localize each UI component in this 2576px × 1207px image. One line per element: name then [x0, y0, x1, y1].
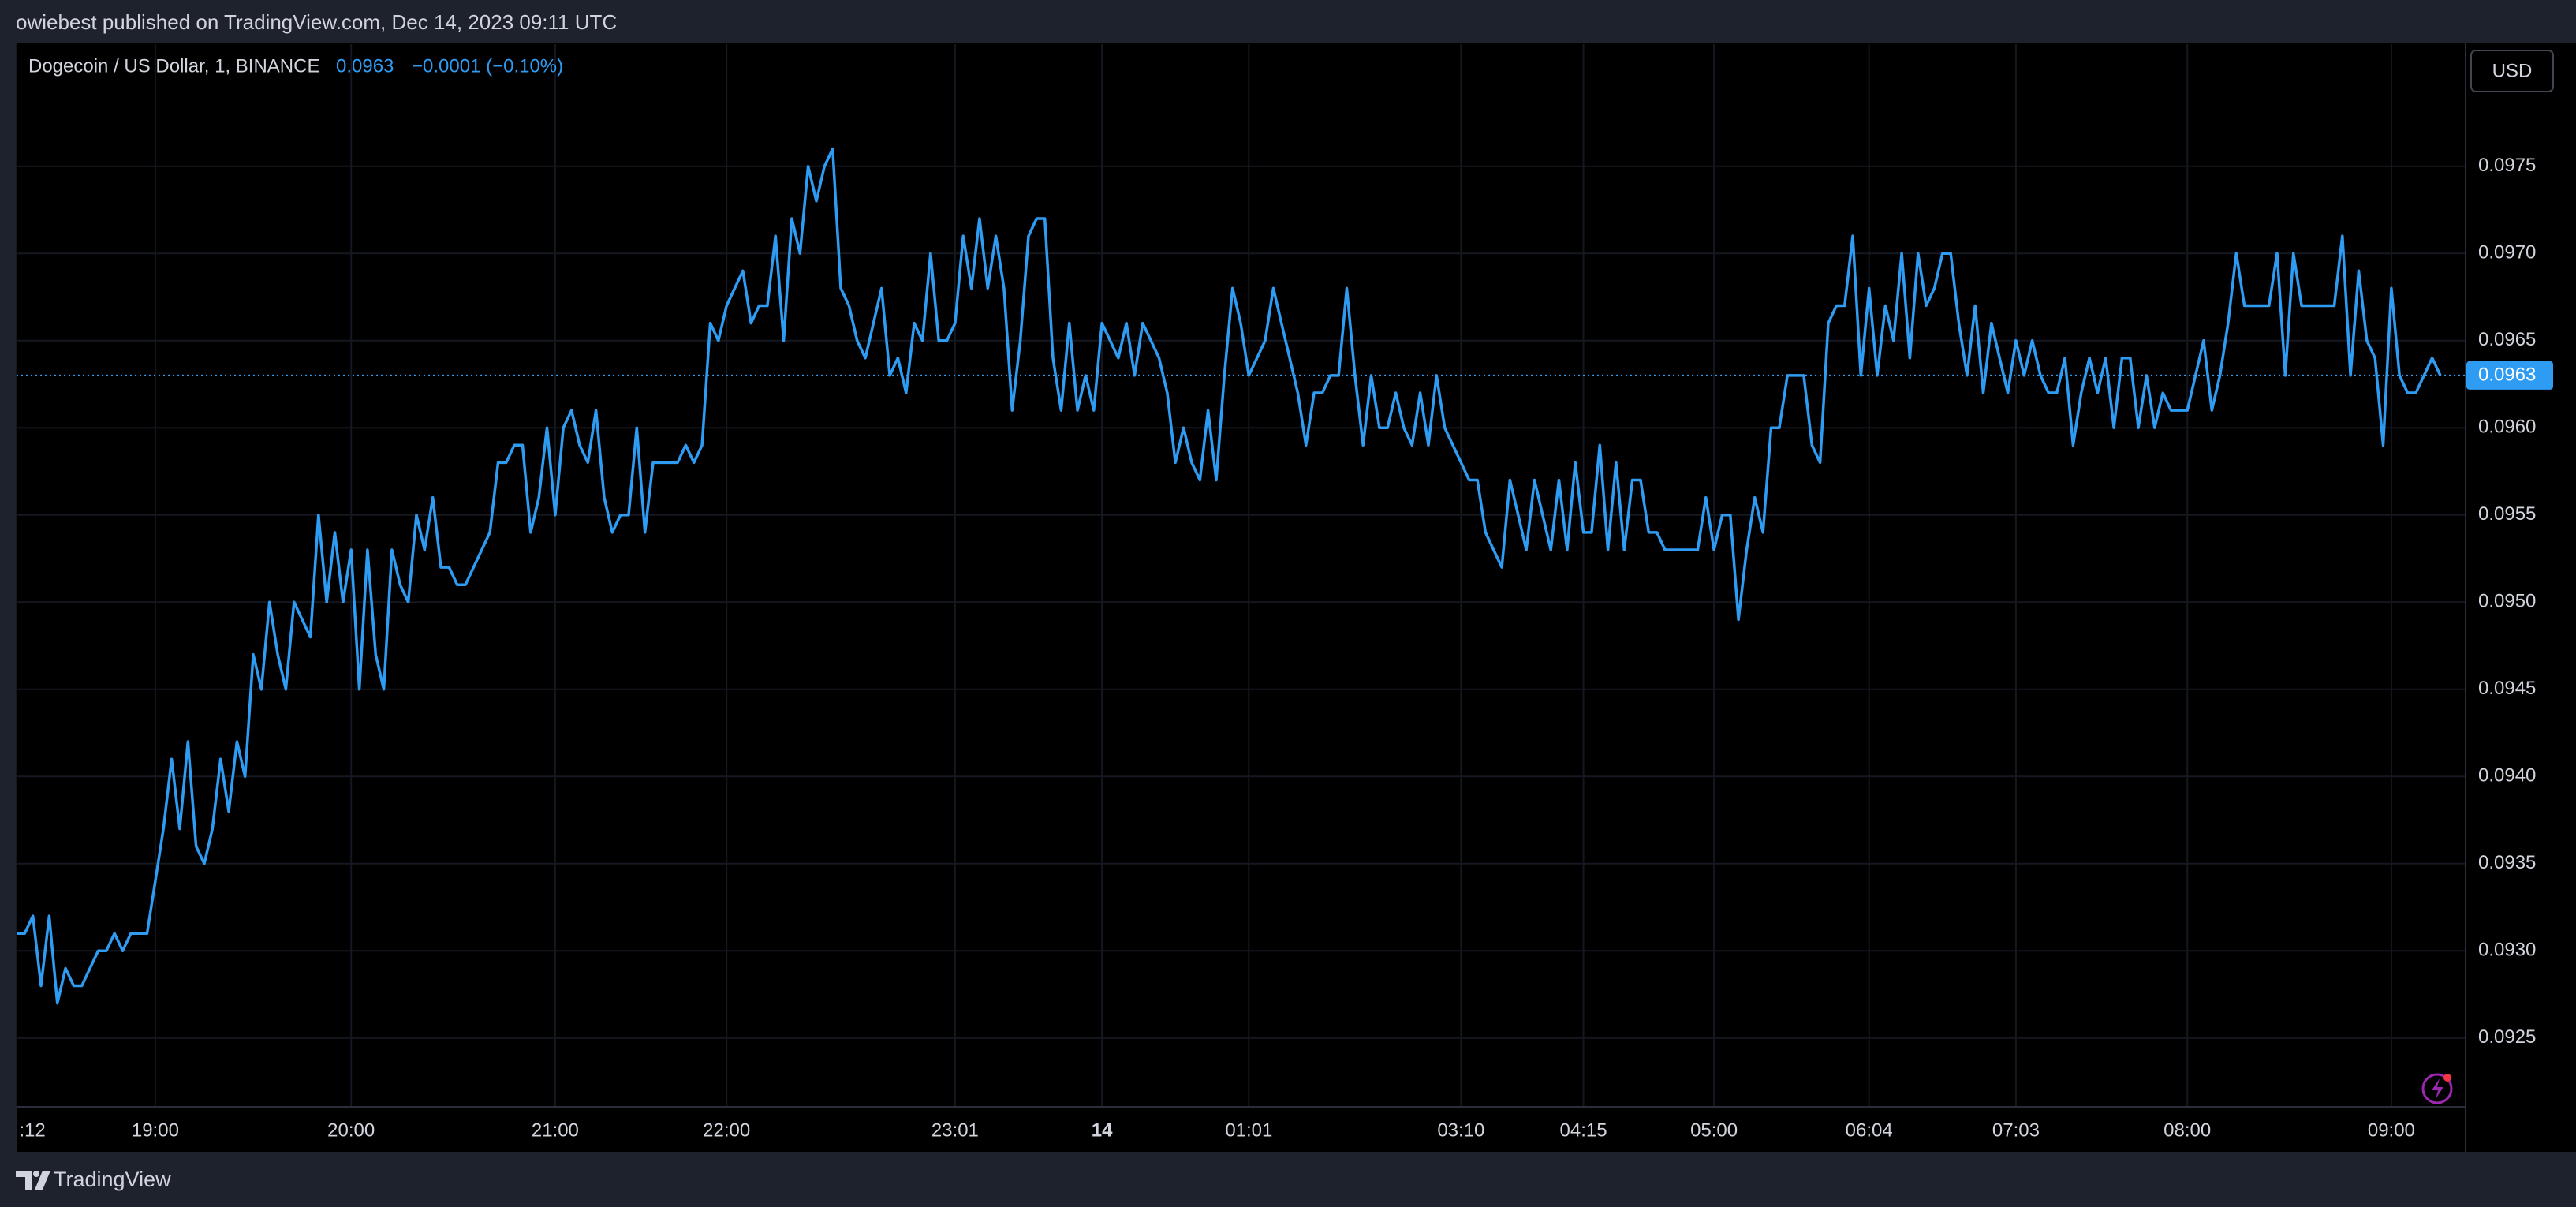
y-tick-label: 0.0955: [2478, 503, 2536, 525]
legend-price: 0.0963: [336, 55, 394, 77]
logo-mark: [16, 1171, 50, 1190]
y-tick-label: 0.0950: [2478, 591, 2536, 612]
time-axis-border: [17, 1106, 2465, 1108]
x-tick-label: 20:00: [327, 1119, 375, 1141]
brand-name: TradingView: [54, 1168, 171, 1191]
x-tick-label: 01:01: [1225, 1119, 1272, 1141]
y-tick-label: 0.0940: [2478, 765, 2536, 787]
x-tick-label: 23:01: [931, 1119, 979, 1141]
x-tick-label: 22:00: [703, 1119, 750, 1141]
top-bar: [0, 0, 2576, 43]
x-tick-label: 08:00: [2163, 1119, 2211, 1141]
x-tick-label: 14: [1092, 1119, 1113, 1141]
y-tick-label: 0.0935: [2478, 852, 2536, 873]
left-border: [0, 43, 17, 1152]
y-tick-label: 0.0975: [2478, 155, 2536, 176]
x-tick-label: 04:15: [1560, 1119, 1607, 1141]
y-tick-label: 0.0965: [2478, 329, 2536, 350]
grid: [16, 44, 2465, 1106]
chart-area: [0, 43, 2576, 1152]
x-tick-label: 19:00: [132, 1119, 179, 1141]
currency-label: USD: [2492, 60, 2533, 81]
y-tick-label: 0.0930: [2478, 940, 2536, 961]
y-tick-label: 0.0945: [2478, 678, 2536, 699]
x-tick-label: 07:03: [1992, 1119, 2040, 1141]
bottom-bar: [0, 1152, 2576, 1207]
x-tick-label: 05:00: [1690, 1119, 1738, 1141]
brand-logo: [16, 1171, 50, 1190]
x-tick-label: 06:04: [1846, 1119, 1893, 1141]
x-tick-label: 09:00: [2368, 1119, 2415, 1141]
y-tick-label: 0.0960: [2478, 417, 2536, 438]
x-tick-label: :12: [19, 1119, 45, 1141]
legend-change: −0.0001 (−0.10%): [412, 55, 563, 77]
icon-ring: [2421, 1073, 2453, 1104]
last-price-label: 0.0963: [2478, 364, 2536, 385]
icon-dot: [2443, 1074, 2451, 1082]
y-tick-label: 0.0925: [2478, 1026, 2536, 1048]
price-line: [17, 147, 2442, 1005]
icon-bolt: [2432, 1078, 2443, 1099]
symbol-title: Dogecoin / US Dollar, 1, BINANCE: [28, 55, 319, 77]
publish-info: owiebest published on TradingView.com, D…: [16, 10, 617, 34]
replay-icon[interactable]: [2421, 1073, 2453, 1104]
x-tick-label: 21:00: [532, 1119, 579, 1141]
currency-button[interactable]: [2470, 50, 2554, 92]
y-tick-label: 0.0970: [2478, 242, 2536, 263]
x-tick-label: 03:10: [1437, 1119, 1484, 1141]
price-axis-border: [2465, 43, 2466, 1152]
logo-dot: [33, 1171, 39, 1177]
last-price-badge: [2466, 361, 2553, 390]
